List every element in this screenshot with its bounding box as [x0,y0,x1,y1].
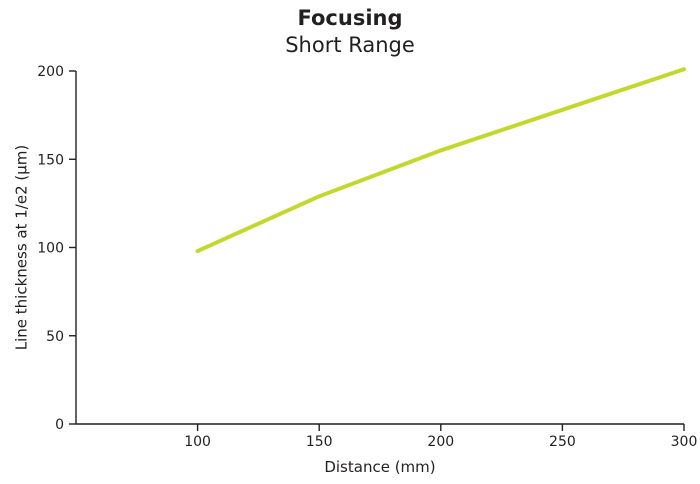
y-tick-label: 100 [37,241,64,257]
chart-subtitle: Short Range [285,33,415,57]
y-tick-label: 50 [46,329,64,345]
tick-marks: 100 150 200 250 300 0 50 100 150 200 [37,64,697,450]
axes [75,71,684,425]
x-tick-label: 100 [184,434,211,450]
x-tick-label: 200 [427,434,454,450]
x-axis-title: Distance (mm) [324,458,435,476]
y-axis-title: Line thickness at 1/e2 (µm) [12,145,30,351]
x-tick-label: 300 [671,434,698,450]
x-tick-label: 150 [306,434,333,450]
x-tick-label: 250 [549,434,576,450]
series-lines [195,67,686,254]
y-tick-label: 0 [55,417,64,433]
y-tick-label: 150 [37,152,64,168]
series-line [195,67,686,254]
y-tick-label: 200 [37,64,64,80]
chart-title: Focusing [297,6,403,30]
